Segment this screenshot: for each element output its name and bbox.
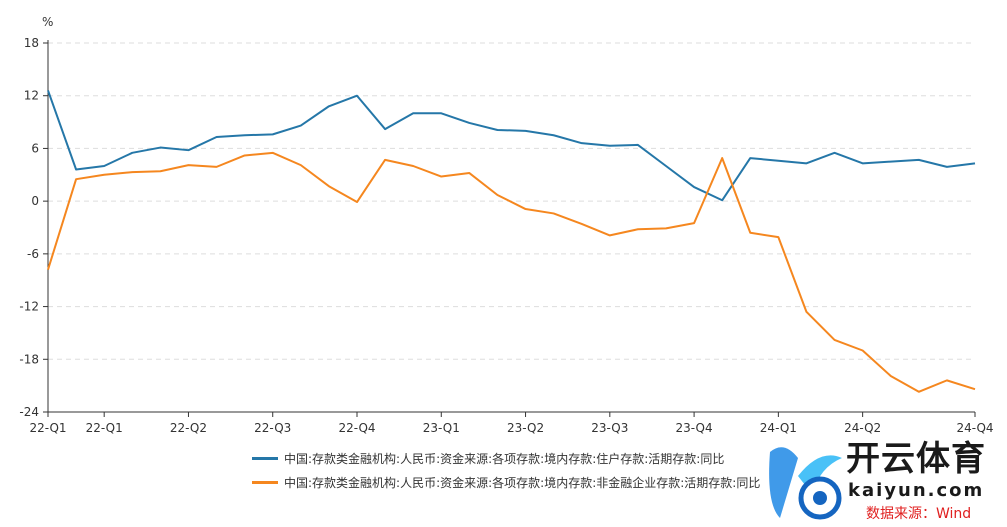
x-tick-label: 24-Q4 xyxy=(956,421,993,435)
x-tick-label: 22-Q1 xyxy=(29,421,66,435)
y-tick-label: 12 xyxy=(24,89,39,103)
legend-swatch-blue xyxy=(252,457,278,460)
x-tick-label: 24-Q2 xyxy=(844,421,881,435)
series-line-1 xyxy=(47,151,976,393)
x-tick-label: 23-Q1 xyxy=(423,421,460,435)
y-tick-label: 6 xyxy=(31,141,39,155)
legend-label: 中国:存款类金融机构:人民币:资金来源:各项存款:境内存款:住户存款:活期存款:… xyxy=(284,452,725,466)
y-tick-label: -18 xyxy=(19,352,39,366)
y-tick-label: -12 xyxy=(19,300,39,314)
y-tick-label: 18 xyxy=(24,36,39,50)
x-tick-label: 23-Q3 xyxy=(591,421,628,435)
x-tick-label: 23-Q2 xyxy=(507,421,544,435)
legend-item-household: 中国:存款类金融机构:人民币:资金来源:各项存款:境内存款:住户存款:活期存款:… xyxy=(252,450,724,467)
y-axis-unit: % xyxy=(42,15,53,29)
x-tick-label: 22-Q3 xyxy=(254,421,291,435)
watermark-cn: 开云体育 xyxy=(846,439,986,479)
series-line-0 xyxy=(47,90,976,202)
legend-item-enterprise: 中国:存款类金融机构:人民币:资金来源:各项存款:境内存款:非金融企业存款:活期… xyxy=(252,474,760,491)
kaiyun-logo-icon xyxy=(769,447,842,520)
x-tick-label: 22-Q4 xyxy=(338,421,375,435)
x-tick-label: 22-Q1 xyxy=(86,421,123,435)
line-chart: % 18 12 6 0 -6 -12 -18 -24 22-Q1 22-Q1 22-Q2 22-Q3 2… xyxy=(19,15,993,435)
y-tick-label: -24 xyxy=(19,405,39,419)
x-tick-label: 22-Q2 xyxy=(170,421,207,435)
data-source: 数据来源：Wind xyxy=(866,506,972,522)
x-tick-label: 24-Q1 xyxy=(760,421,797,435)
legend-swatch-orange xyxy=(252,481,278,484)
y-tick-label: 0 xyxy=(31,194,39,208)
y-tick-label: -6 xyxy=(27,247,39,261)
x-tick-label: 23-Q4 xyxy=(676,421,713,435)
legend-label: 中国:存款类金融机构:人民币:资金来源:各项存款:境内存款:非金融企业存款:活期… xyxy=(284,476,761,490)
watermark-en: kaiyun.com xyxy=(848,480,985,501)
